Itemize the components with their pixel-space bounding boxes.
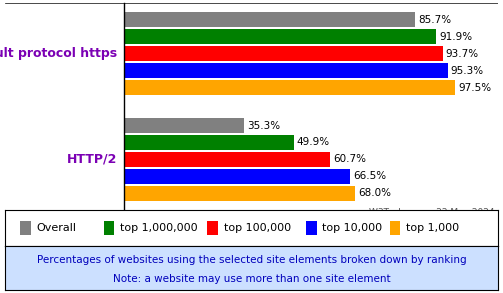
- FancyBboxPatch shape: [207, 221, 218, 235]
- Text: 68.0%: 68.0%: [358, 188, 391, 198]
- Text: 60.7%: 60.7%: [333, 154, 366, 164]
- FancyBboxPatch shape: [306, 221, 316, 235]
- Text: Percentages of websites using the selected site elements broken down by ranking: Percentages of websites using the select…: [37, 255, 466, 265]
- Bar: [124, 46, 443, 61]
- Text: HTTP/2: HTTP/2: [67, 153, 117, 166]
- Bar: [124, 152, 330, 167]
- Text: Default protocol https: Default protocol https: [0, 47, 117, 60]
- Text: top 1,000: top 1,000: [406, 223, 459, 233]
- Text: 66.5%: 66.5%: [353, 171, 386, 181]
- Text: top 100,000: top 100,000: [224, 223, 291, 233]
- Text: 85.7%: 85.7%: [418, 15, 451, 25]
- Bar: [124, 135, 294, 150]
- Bar: [124, 118, 244, 133]
- Text: Note: a website may use more than one site element: Note: a website may use more than one si…: [113, 274, 390, 284]
- Text: 35.3%: 35.3%: [247, 120, 280, 131]
- Bar: [124, 80, 456, 95]
- Text: top 10,000: top 10,000: [322, 223, 383, 233]
- Text: 95.3%: 95.3%: [451, 66, 484, 76]
- Text: top 1,000,000: top 1,000,000: [120, 223, 198, 233]
- FancyBboxPatch shape: [389, 221, 400, 235]
- Bar: [124, 186, 355, 201]
- Text: 91.9%: 91.9%: [439, 32, 472, 42]
- Bar: [124, 169, 350, 184]
- Text: 97.5%: 97.5%: [458, 83, 491, 93]
- Bar: [124, 29, 437, 44]
- Bar: [124, 12, 415, 27]
- Text: W3Techs.com, 22 May 2024: W3Techs.com, 22 May 2024: [369, 208, 494, 217]
- Text: Overall: Overall: [37, 223, 76, 233]
- Bar: [124, 63, 448, 78]
- FancyBboxPatch shape: [20, 221, 31, 235]
- Text: 49.9%: 49.9%: [296, 137, 329, 147]
- FancyBboxPatch shape: [104, 221, 115, 235]
- Text: 93.7%: 93.7%: [445, 49, 478, 59]
